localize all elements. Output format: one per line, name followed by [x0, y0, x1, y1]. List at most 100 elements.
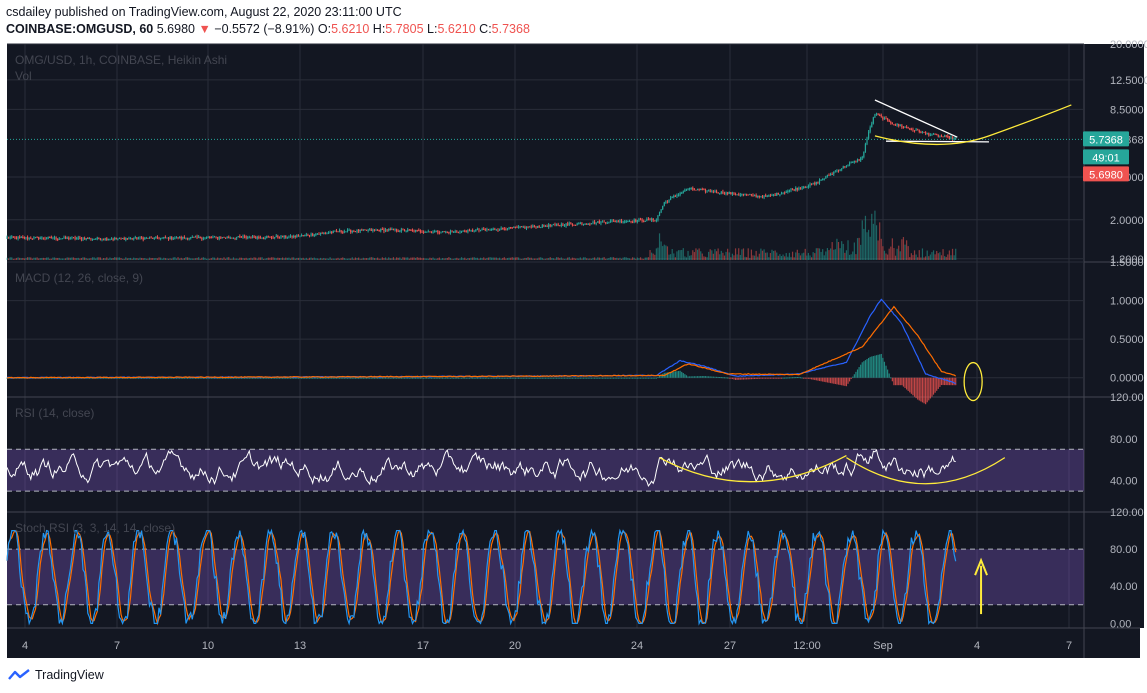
volume-bar [199, 258, 201, 260]
candle-body [15, 237, 18, 239]
candle-body [682, 191, 684, 193]
volume-bar [348, 258, 350, 260]
volume-bar [19, 257, 21, 260]
volume-bar [133, 257, 135, 260]
volume-bar [902, 237, 905, 260]
candle-body [337, 231, 339, 233]
volume-bar [373, 258, 376, 260]
histogram-bar [340, 377, 342, 379]
histogram-bar [652, 377, 654, 379]
histogram-bar [925, 377, 927, 405]
volume-bar [649, 250, 651, 260]
volume-bar [698, 248, 700, 260]
volume-bar [535, 258, 537, 260]
volume-bar [551, 258, 553, 260]
histogram-bar [696, 376, 699, 378]
volume-bar [44, 257, 46, 260]
volume-bar [9, 257, 11, 260]
price-tick-label: 20.0000 [1110, 39, 1147, 51]
volume-bar [937, 253, 939, 260]
histogram-bar [242, 377, 244, 379]
volume-bar [717, 248, 719, 260]
volume-bar [112, 257, 114, 260]
volume-bar [120, 257, 122, 260]
candle-body [685, 189, 688, 191]
volume-bar [281, 257, 284, 260]
histogram-bar [722, 377, 724, 379]
volume-bar [408, 258, 410, 260]
volume-bar [926, 250, 928, 260]
histogram-bar [660, 374, 662, 378]
candle-body [19, 236, 21, 238]
histogram-bar [565, 377, 567, 379]
candle-body [516, 227, 518, 229]
candle-body [611, 220, 613, 222]
histogram-bar [327, 377, 330, 379]
volume-bar [666, 246, 669, 260]
candle-body [467, 229, 469, 233]
histogram-bar [734, 377, 737, 380]
histogram-bar [939, 377, 941, 387]
histogram-bar [294, 377, 296, 379]
histogram-bar [752, 377, 754, 380]
histogram-bar [861, 362, 863, 378]
volume-bar [495, 257, 498, 260]
candle-body [87, 238, 89, 240]
histogram-bar [253, 377, 255, 379]
volume-bar [601, 257, 604, 260]
volume-bar [259, 257, 262, 260]
volume-bar [907, 246, 909, 260]
histogram-bar [82, 377, 84, 379]
volume-bar [326, 258, 328, 260]
histogram-bar [844, 377, 846, 386]
histogram-bar [269, 377, 271, 379]
volume-bar [538, 257, 540, 260]
low-label: L: [427, 22, 438, 36]
volume-bar [186, 257, 189, 260]
histogram-bar [899, 377, 901, 386]
candle-body [915, 129, 917, 131]
volume-bar [752, 255, 754, 260]
volume-bar [142, 258, 144, 260]
candle-body [491, 228, 493, 230]
candle-body [377, 229, 379, 231]
rsi-line [6, 448, 956, 487]
candle-body [603, 221, 605, 223]
volume-bar [733, 255, 735, 260]
volume-bar [708, 251, 710, 260]
volume-bar [411, 257, 414, 260]
volume-bar [888, 248, 890, 260]
histogram-bar [370, 377, 372, 379]
candle-body [394, 229, 396, 231]
histogram-bar [274, 377, 276, 379]
volume-bar [595, 258, 597, 260]
volume-bar [901, 239, 903, 260]
histogram-bar [766, 377, 768, 379]
volume-bar [459, 258, 461, 260]
volume-bar [758, 253, 760, 260]
histogram-bar [758, 377, 760, 379]
candle-body [714, 190, 716, 193]
candle-body [11, 236, 13, 238]
volume-bar [776, 252, 778, 260]
candle-body [137, 238, 140, 240]
volume-bar [76, 258, 78, 260]
volume-bar [921, 248, 924, 260]
histogram-bar [441, 377, 444, 379]
histogram-bar [378, 377, 380, 379]
histogram-bar [472, 377, 474, 379]
volume-bar [198, 257, 200, 260]
volume-bar [491, 257, 493, 260]
histogram-bar [692, 376, 694, 378]
histogram-bar [430, 377, 433, 379]
candle-body [63, 237, 65, 239]
volume-bar [555, 257, 558, 260]
candle-body [709, 190, 711, 192]
candle-body [313, 235, 315, 237]
histogram-bar [215, 377, 217, 379]
volume-bar [799, 255, 802, 260]
candle-body [152, 237, 154, 239]
volume-bar [172, 257, 174, 260]
histogram-bar [429, 377, 431, 379]
